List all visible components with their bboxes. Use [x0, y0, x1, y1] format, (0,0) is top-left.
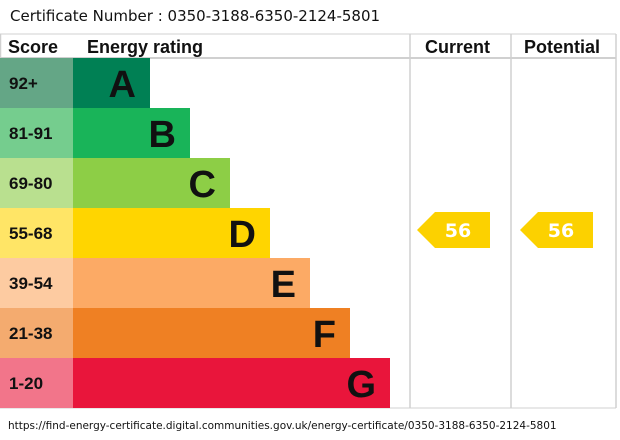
score-label-B: 81-91 — [9, 124, 52, 143]
potential-rating-value: 56 — [548, 220, 574, 242]
score-label-G: 1-20 — [9, 374, 43, 393]
band-letter-D: D — [229, 214, 256, 256]
band-bar-E — [73, 258, 310, 308]
band-letter-F: F — [313, 314, 336, 356]
current-rating-arrow — [417, 212, 490, 248]
score-cell-C — [0, 158, 73, 208]
score-label-F: 21-38 — [9, 324, 52, 343]
score-cell-A — [0, 58, 73, 108]
band-bar-G — [73, 358, 390, 408]
band-bar-B — [73, 108, 190, 158]
header-potential: Potential — [524, 37, 600, 57]
score-cell-B — [0, 108, 73, 158]
band-bar-F — [73, 308, 350, 358]
band-letter-A: A — [109, 64, 136, 106]
score-cell-E — [0, 258, 73, 308]
score-label-D: 55-68 — [9, 224, 52, 243]
certificate-url: https://find-energy-certificate.digital.… — [8, 420, 557, 432]
band-letter-C: C — [189, 164, 216, 206]
potential-rating-arrow — [520, 212, 593, 248]
header-current: Current — [425, 37, 490, 57]
current-rating-value: 56 — [445, 220, 471, 242]
energy-rating-chart: Score Energy rating Current Potential 92+ A 81… — [0, 33, 617, 409]
score-label-E: 39-54 — [9, 274, 53, 293]
score-cell-D — [0, 208, 73, 258]
band-letter-E: E — [271, 264, 296, 306]
score-cell-F — [0, 308, 73, 358]
band-letter-B: B — [149, 114, 176, 156]
band-bar-D — [73, 208, 270, 258]
band-bar-A — [73, 58, 150, 108]
header-energy-rating: Energy rating — [87, 37, 203, 57]
header-score: Score — [8, 37, 58, 57]
certificate-number: Certificate Number : 0350-3188-6350-2124… — [10, 7, 381, 25]
score-label-A: 92+ — [9, 74, 38, 93]
band-letter-G: G — [346, 364, 376, 406]
score-cell-G — [0, 358, 73, 408]
band-bar-C — [73, 158, 230, 208]
score-label-C: 69-80 — [9, 174, 52, 193]
